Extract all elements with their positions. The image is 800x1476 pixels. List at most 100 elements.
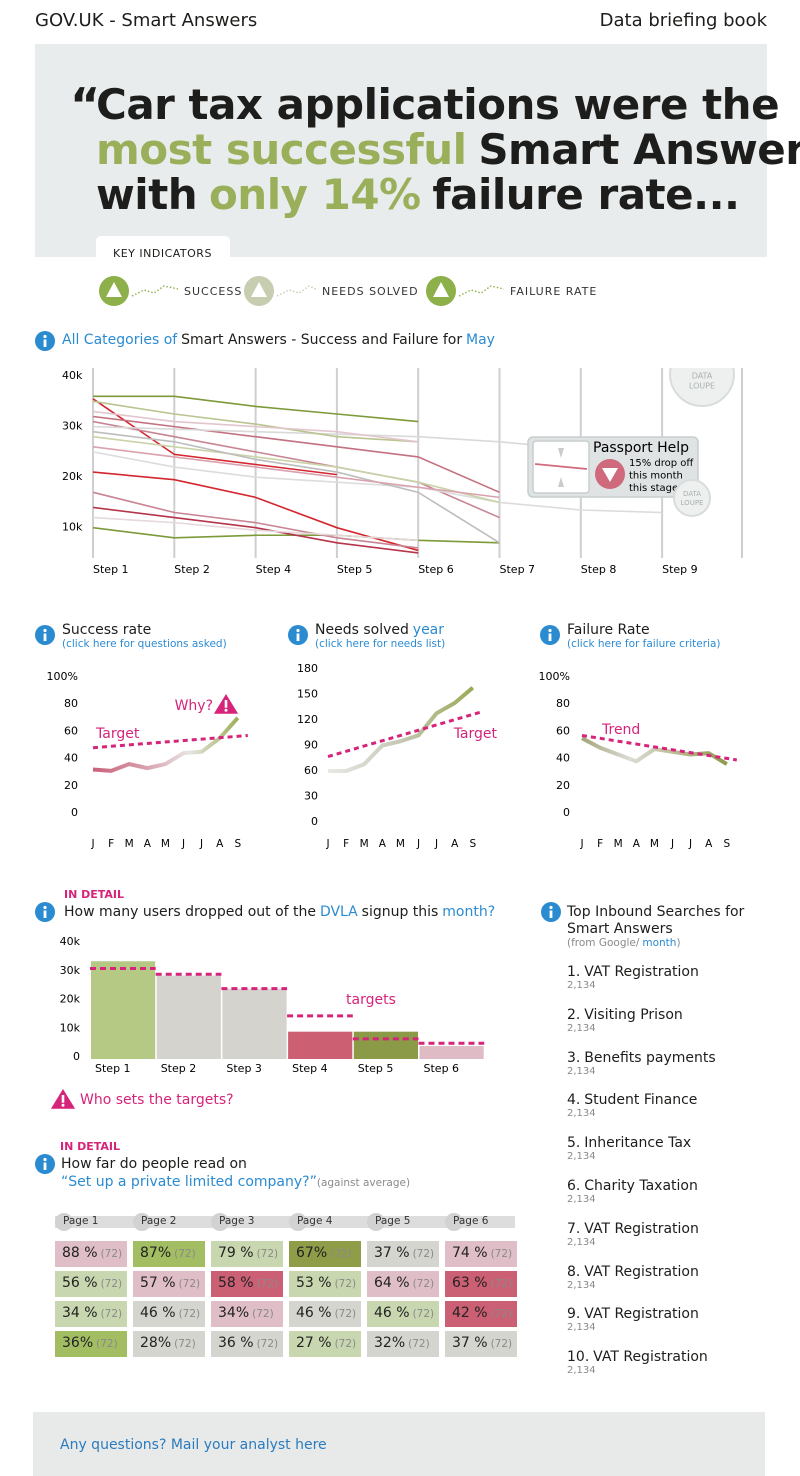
info-icon-bar [548, 633, 552, 641]
x-tick-label: M [396, 838, 405, 850]
table-note: (against average) [316, 1177, 411, 1189]
indicator-sparkline [131, 285, 179, 297]
cell-value: 58 % (72) [218, 1275, 279, 1291]
cell-average: (72) [100, 1308, 123, 1320]
cell-value: 32% (72) [374, 1335, 430, 1351]
column-header: Page 6 [453, 1215, 489, 1227]
searches-title: Top Inbound Searches for Smart Answers [567, 904, 745, 937]
search-rank: 4. [567, 1092, 581, 1109]
quote-line-segment: with [96, 170, 198, 219]
chart-subtitle[interactable]: (click here for failure criteria) [567, 638, 721, 650]
briefing-link[interactable]: Data briefing book [599, 10, 767, 31]
x-tick-label: A [633, 838, 641, 850]
search-item[interactable]: 7. VAT Registration [567, 1221, 699, 1237]
chart-title-segment[interactable]: May [466, 332, 495, 348]
cell-value: 34% (72) [218, 1305, 274, 1321]
y-tick-label: 30k [62, 420, 83, 433]
loupe-label: LOUPE [689, 382, 715, 391]
chart-title-segment: signup this [361, 904, 439, 920]
column-header: Page 4 [297, 1215, 333, 1227]
cell-value: 56 % (72) [62, 1275, 123, 1291]
data-loupe-small [673, 479, 711, 517]
reference-line [92, 733, 248, 750]
trend-line [328, 686, 475, 773]
y-tick-label: 100% [539, 670, 570, 683]
callout-text: this month [629, 471, 683, 482]
searches-subtitle-segment: ) [676, 937, 681, 949]
search-item[interactable]: 1. VAT Registration [567, 964, 699, 980]
x-tick-label: M [650, 838, 659, 850]
reference-line [581, 733, 738, 762]
warning-link[interactable]: Who sets the targets? [80, 1092, 234, 1108]
x-tick-label: F [597, 838, 603, 850]
callout-text: 15% drop off [629, 458, 694, 469]
chart-title-segment[interactable]: month? [442, 904, 496, 920]
chart-title: Success rate [62, 622, 151, 638]
search-item[interactable]: 4. Student Finance [567, 1092, 697, 1108]
info-icon-dot [43, 905, 47, 910]
x-tick-label: J [199, 838, 203, 850]
x-tick-label: F [343, 838, 349, 850]
table-cell [445, 1241, 517, 1267]
search-item[interactable]: 2. Visiting Prison [567, 1007, 683, 1023]
footer-link[interactable]: Any questions? Mail your analyst here [60, 1437, 327, 1453]
y-tick-label: 90 [304, 739, 318, 752]
x-tick-label: A [144, 838, 152, 850]
cell-value: 53 % (72) [296, 1275, 357, 1291]
info-icon-dot [548, 628, 552, 633]
search-count: 2,134 [567, 1236, 596, 1248]
y-tick-label: 0 [311, 815, 318, 828]
indicator-arrow [106, 282, 122, 297]
chart-kicker: IN DETAIL [64, 888, 125, 901]
search-item[interactable]: 9. VAT Registration [567, 1306, 699, 1322]
bar [156, 975, 221, 1059]
column-header: Page 1 [63, 1215, 99, 1227]
x-tick-label: Step 6 [418, 563, 454, 576]
cell-value: 34 % (72) [62, 1305, 123, 1321]
x-tick-label: Step 1 [95, 1062, 131, 1075]
search-item[interactable]: 6. Charity Taxation [567, 1178, 698, 1194]
table-cell [133, 1241, 205, 1267]
trend-line [92, 716, 240, 773]
chart-title-segment[interactable]: year [412, 622, 445, 638]
chart-subtitle[interactable]: (click here for needs list) [315, 638, 446, 650]
x-tick-label: A [379, 838, 387, 850]
search-count: 2,134 [567, 1065, 596, 1077]
table-cell [367, 1241, 439, 1267]
quote-line-segment: failure rate... [432, 170, 740, 219]
bar [91, 961, 156, 1059]
search-count: 2,134 [567, 1151, 596, 1163]
searches-subtitle-segment[interactable]: month [642, 937, 677, 949]
indicator-arrow [433, 282, 449, 297]
search-item[interactable]: 3. Benefits payments [567, 1050, 716, 1066]
callout-icon-arrow [602, 468, 618, 482]
cell-average: (72) [100, 1278, 123, 1290]
search-item[interactable]: 10. VAT Registration [567, 1349, 708, 1365]
table-cell [445, 1271, 517, 1297]
chart-title-segment: Failure Rate [567, 622, 650, 638]
search-rank: 3. [567, 1049, 581, 1066]
search-item[interactable]: 5. Inheritance Tax [567, 1135, 691, 1151]
series-line [92, 435, 500, 504]
search-item[interactable]: 8. VAT Registration [567, 1264, 699, 1280]
series-line [92, 516, 419, 542]
table-title: How far do people read on [61, 1156, 247, 1172]
chart-title-segment[interactable]: DVLA [319, 904, 358, 920]
search-rank: 2. [567, 1006, 581, 1023]
chart-title-segment[interactable]: All Categories of [62, 332, 178, 348]
quote-line-segment: Smart Answer [478, 125, 800, 174]
search-name: Inheritance Tax [584, 1135, 692, 1152]
cell-value: 79 % (72) [218, 1245, 279, 1261]
cell-average: (72) [334, 1308, 357, 1320]
table-link[interactable]: “Set up a private limited company?”(agai… [61, 1174, 411, 1190]
indicator-label: FAILURE RATE [510, 285, 598, 298]
series-line [93, 395, 419, 423]
annotation: Why? [175, 698, 213, 714]
chart-subtitle[interactable]: (click here for questions asked) [62, 638, 227, 650]
targets-label: targets [346, 992, 396, 1008]
search-name: VAT Registration [584, 964, 699, 980]
chart-title: Failure Rate [567, 622, 650, 638]
quote-line: with only 14% failure rate... [96, 170, 740, 219]
column-tab [367, 1213, 385, 1231]
